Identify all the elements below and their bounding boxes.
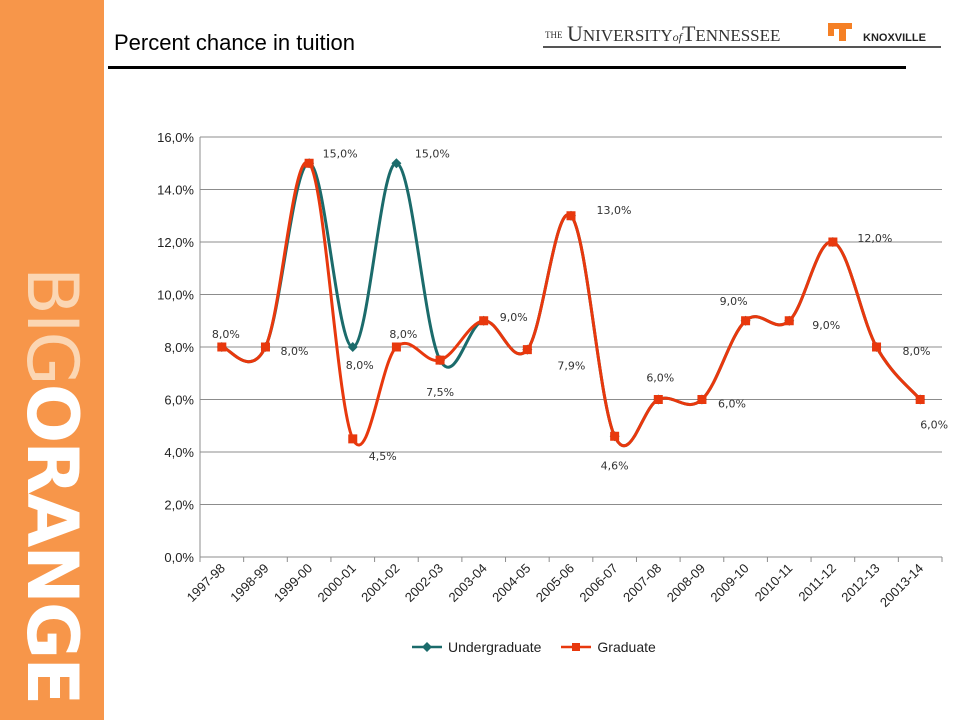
y-tick-label: 16,0% <box>157 130 194 145</box>
data-label: 8,0% <box>389 328 417 341</box>
graduate-point <box>697 395 707 404</box>
x-tick-label: 2012-13 <box>838 561 882 605</box>
x-tick-label: 20013-14 <box>877 561 926 610</box>
sidebar-brand-panel: BIGORANGE <box>0 0 104 720</box>
slide-title: Percent chance in tuition <box>114 30 355 55</box>
title-underline <box>108 66 906 69</box>
logo-of: of <box>673 30 684 44</box>
x-tick-label: 2010-11 <box>752 561 796 605</box>
graduate-point <box>610 431 620 441</box>
data-label: 15,0% <box>323 147 358 160</box>
graduate-point <box>304 158 314 168</box>
logo-t-initial: T <box>682 21 696 46</box>
data-label: 7,5% <box>426 386 454 399</box>
logo-underline <box>543 46 941 48</box>
label-layer: 8,0% 8,0% 15,0% 8,0% 4,5% 15,0% 8,0% 7,5% 9,0% 7,… <box>212 147 948 472</box>
logo-u-initial: U <box>567 21 583 46</box>
logo-knoxville: KNOXVILLE <box>863 32 926 44</box>
x-tick-label: 2001-02 <box>358 561 402 605</box>
x-tick-label: 2006-07 <box>576 561 620 605</box>
data-label: 8,0% <box>212 328 240 341</box>
graduate-point <box>784 316 794 326</box>
graduate-point <box>348 434 358 444</box>
x-tick-label: 2002-03 <box>402 561 446 605</box>
x-tick-label: 1998-99 <box>227 561 271 605</box>
y-tick-label: 10,0% <box>157 288 194 303</box>
y-tick-label: 6,0% <box>164 393 194 408</box>
data-label: 9,0% <box>500 311 528 324</box>
graduate-point <box>260 342 270 352</box>
graduate-point <box>566 211 576 221</box>
data-label: 9,0% <box>720 295 748 308</box>
graduate-point <box>741 316 751 326</box>
undergraduate-point <box>391 158 402 169</box>
logo-ennessee: ENNESSEE <box>695 26 780 45</box>
y-tick-label: 8,0% <box>164 340 194 355</box>
data-label: 8,0% <box>280 345 308 358</box>
graduate-point <box>435 355 445 365</box>
x-tick-label: 1997-98 <box>184 561 228 605</box>
legend-square-marker-icon <box>561 643 592 651</box>
graduate-point <box>872 342 882 352</box>
data-label: 6,0% <box>920 419 948 432</box>
series-layer <box>216 158 926 448</box>
graduate-point <box>391 342 401 352</box>
data-label: 13,0% <box>597 204 632 217</box>
x-tick-label: 2003-04 <box>445 561 489 605</box>
logo-the-text: THE <box>545 30 563 40</box>
data-label: 12,0% <box>857 232 892 245</box>
y-tick-label: 14.0% <box>157 183 194 198</box>
graduate-point <box>217 342 227 352</box>
x-tick-label: 2011-12 <box>795 561 839 605</box>
data-label: 8,0% <box>346 359 374 372</box>
data-label: 4,6% <box>601 459 629 472</box>
data-label: 9,0% <box>812 319 840 332</box>
y-tick-label: 12,0% <box>157 235 194 250</box>
x-tick-label: 2004-05 <box>489 561 533 605</box>
graduate-point <box>915 395 925 404</box>
x-tick-label: 2000-01 <box>315 561 359 605</box>
svg-text:UNIVERSITYofTENNESSEE: UNIVERSITYofTENNESSEE <box>567 21 780 46</box>
y-tick-label: 2,0% <box>164 498 194 513</box>
x-tick-label: 2009-10 <box>707 561 751 605</box>
graduate-point <box>828 237 838 247</box>
undergraduate-point <box>347 342 358 352</box>
graduate-point <box>653 395 663 404</box>
logo-niversity: NIVERSITY <box>583 26 673 45</box>
ut-power-t-icon <box>828 23 852 41</box>
axis-layer: 0,0% 2,0% 4,0% 6,0% 8,0% 10,0% 12,0% 14.0% 16,0%… <box>157 130 943 610</box>
y-tick-label: 0,0% <box>164 550 194 565</box>
graduate-line <box>221 160 922 448</box>
legend-label-graduate: Graduate <box>597 639 656 655</box>
x-tick-label: 1999-00 <box>271 561 315 605</box>
graduate-point <box>522 345 532 355</box>
x-tick-label: 2005-06 <box>533 561 577 605</box>
data-label: 6,0% <box>718 398 746 411</box>
x-tick-label: 2007-08 <box>620 561 664 605</box>
y-tick-label: 4,0% <box>164 445 194 460</box>
legend-item-undergraduate: Undergraduate <box>412 639 541 655</box>
legend-diamond-marker-icon <box>412 642 442 652</box>
legend-item-graduate: Graduate <box>561 639 656 655</box>
undergraduate-line <box>221 161 922 448</box>
data-label: 8,0% <box>903 345 931 358</box>
data-label: 4,5% <box>369 450 397 463</box>
chart-legend: Undergraduate Graduate <box>412 639 676 655</box>
university-logo: THE UNIVERSITYofTENNESSEE KNOXVILLE <box>545 21 926 46</box>
grid-layer <box>200 136 942 558</box>
data-label: 6,0% <box>646 372 674 385</box>
data-label: 15,0% <box>415 147 450 160</box>
legend-label-undergraduate: Undergraduate <box>448 639 542 655</box>
data-label: 7,9% <box>557 360 585 373</box>
graduate-point <box>479 316 489 326</box>
x-tick-label: 2008-09 <box>664 561 708 605</box>
